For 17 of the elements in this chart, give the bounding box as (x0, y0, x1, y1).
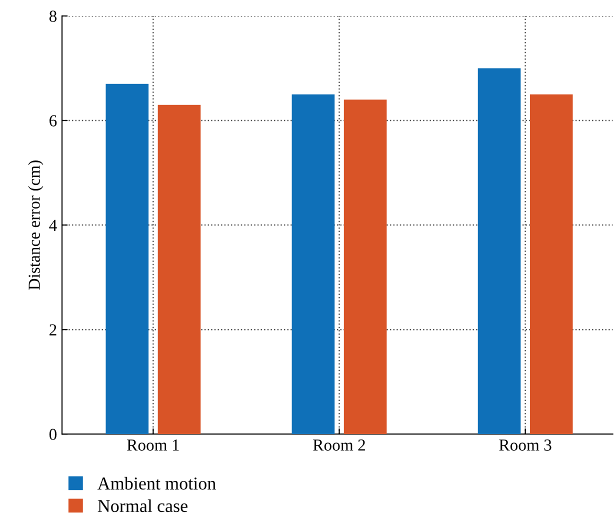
bar (292, 94, 335, 434)
y-tick-label: 2 (50, 324, 56, 336)
x-tick-label: Room 2 (313, 440, 365, 451)
bar (158, 104, 201, 434)
y-tick-label: 4 (49, 220, 57, 231)
x-tick-label: Room 1 (127, 440, 179, 451)
bar (530, 94, 573, 434)
bar (344, 100, 387, 434)
y-tick-label: 8 (49, 10, 57, 22)
x-tick-label: Room 3 (499, 440, 552, 451)
legend-label: Ambient motion (98, 476, 216, 490)
bar (106, 84, 149, 434)
legend-label: Normal case (98, 499, 188, 512)
bar (478, 68, 521, 434)
y-axis-title: Distance error (cm) (28, 160, 44, 290)
y-tick-label: 6 (50, 115, 57, 126)
y-tick-label: 0 (49, 428, 57, 440)
